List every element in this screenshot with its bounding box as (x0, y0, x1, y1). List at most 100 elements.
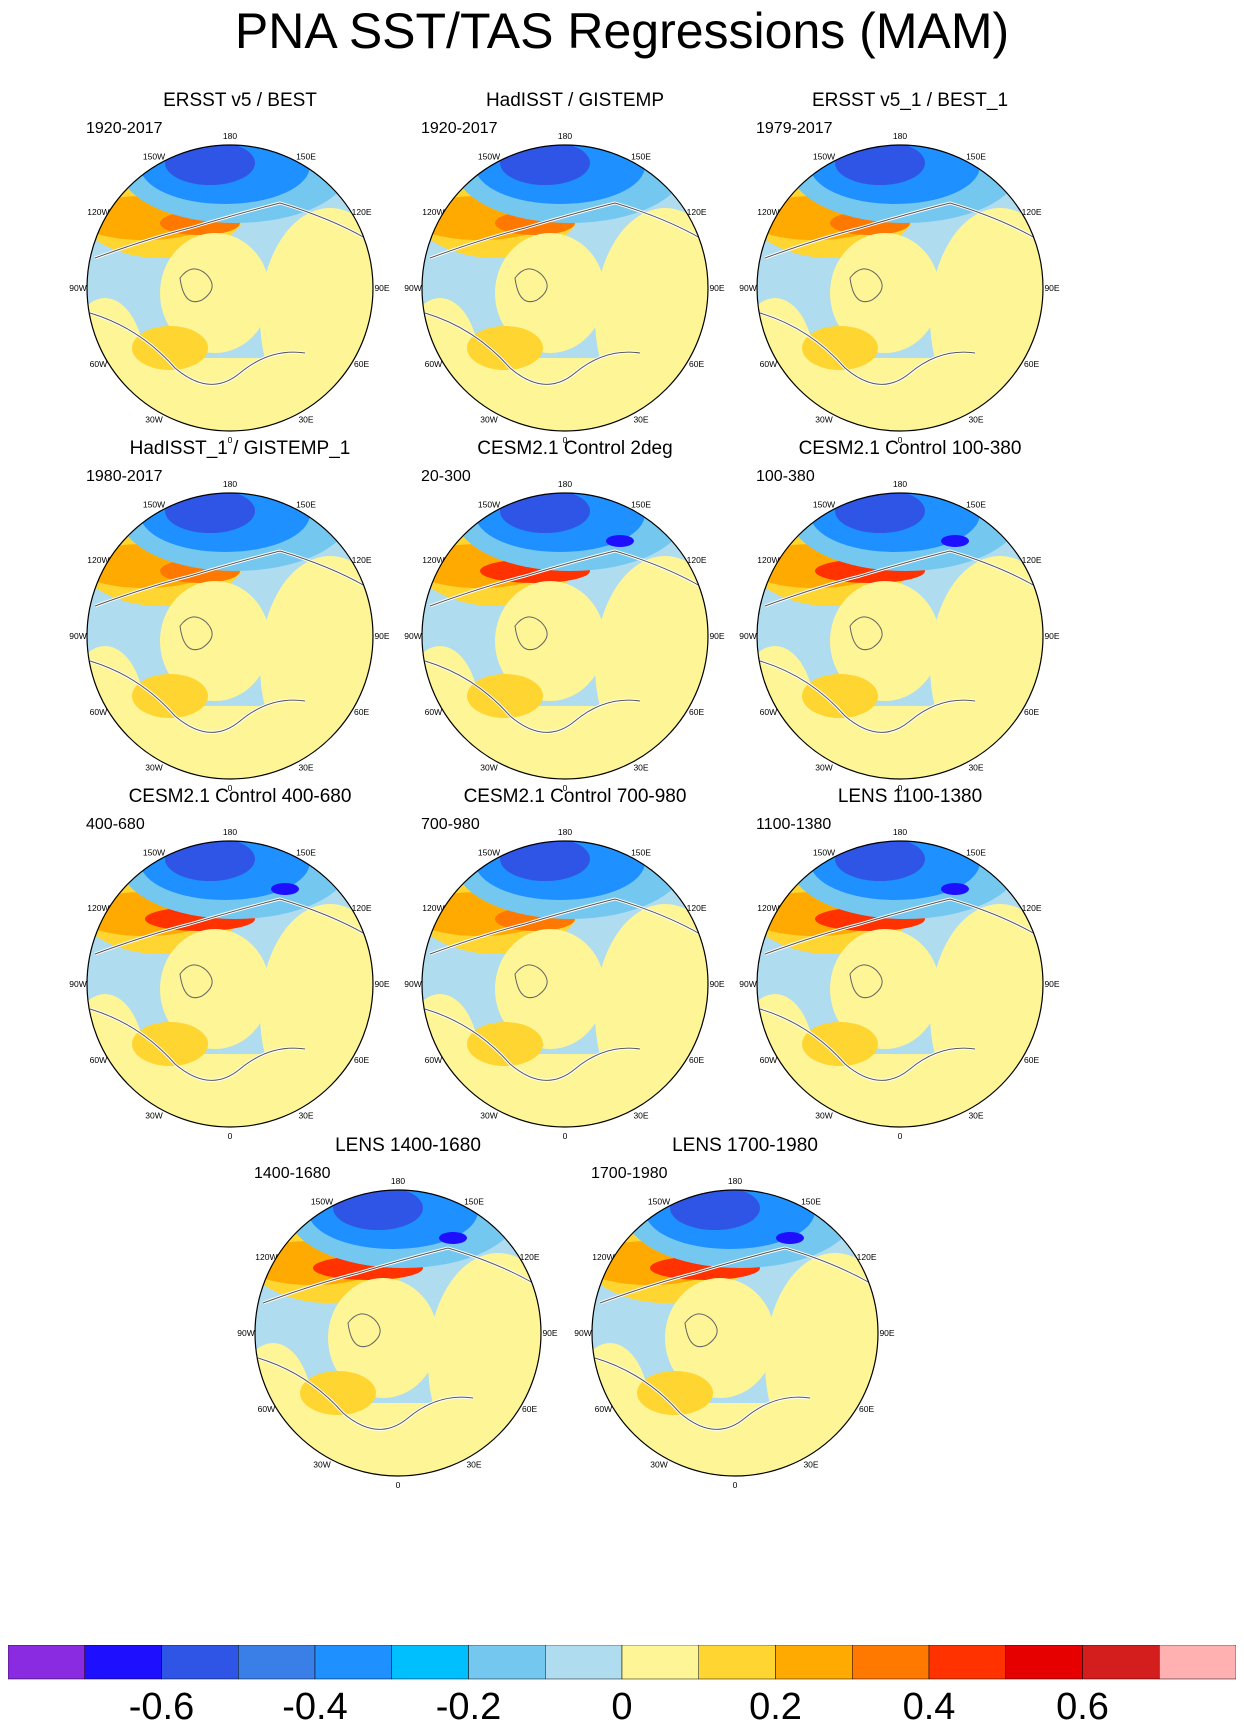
longitude-label: 120E (687, 207, 707, 217)
longitude-label: 120E (857, 1252, 877, 1262)
field-arctic (830, 233, 940, 353)
longitude-label: 180 (223, 827, 237, 837)
field-eurasia-warm (260, 556, 373, 776)
field-eurasia-warm (260, 208, 373, 428)
longitude-label: 120W (87, 207, 109, 217)
longitude-label: 120W (255, 1252, 277, 1262)
panel-title: ERSST v5_1 / BEST_1 (811, 90, 1009, 111)
island-outline (179, 616, 213, 651)
longitude-label: 150W (648, 1196, 670, 1206)
map-border (421, 840, 709, 1128)
longitude-label: 30E (298, 763, 313, 773)
field-neg-extreme (606, 535, 634, 547)
longitude-label: 90W (739, 283, 756, 293)
longitude-label: 120W (757, 555, 779, 565)
longitude-label: 120E (1022, 903, 1042, 913)
coastline-outline (262, 1247, 534, 1304)
longitude-label: 90E (374, 283, 389, 293)
map-border (86, 492, 374, 780)
longitude-label: 150W (311, 1196, 333, 1206)
longitude-label: 30E (633, 763, 648, 773)
longitude-label: 180 (893, 827, 907, 837)
colorbar-tick-label: 0.6 (1056, 1686, 1109, 1728)
longitude-label: 120W (592, 1252, 614, 1262)
field-neg-core (333, 1190, 423, 1230)
field-labrador (132, 1022, 208, 1066)
map-border (591, 1189, 879, 1477)
longitude-label: 120W (87, 903, 109, 913)
longitude-label: 30W (145, 415, 162, 425)
map-border (254, 1189, 542, 1477)
field-labrador (132, 326, 208, 370)
longitude-label: 180 (728, 1176, 742, 1186)
longitude-label: 30W (480, 763, 497, 773)
longitude-label: 30E (466, 1460, 481, 1470)
coastline-outline (594, 1357, 811, 1430)
longitude-label: 150E (464, 1196, 484, 1206)
coastline-outline (599, 1247, 871, 1304)
longitude-label: 0 (733, 1480, 738, 1490)
map-panel: LENS 1700-1980 1700-1980 180 150E 120E 90E 60E… (574, 1135, 915, 1505)
colorbar-box (161, 1644, 239, 1680)
longitude-label: 150W (813, 499, 835, 509)
field-labrador (467, 674, 543, 718)
longitude-label: 30W (480, 1111, 497, 1121)
longitude-label: 150E (966, 151, 986, 161)
island-outline (514, 964, 548, 999)
panel-period: 1979-2017 (756, 120, 833, 137)
colorbar-tick-label: 0 (611, 1686, 633, 1728)
longitude-label: 60E (1024, 1055, 1039, 1065)
longitude-label: 120W (87, 555, 109, 565)
longitude-label: 0 (396, 1480, 401, 1490)
field-neg-extreme (941, 535, 969, 547)
field-neg-extreme (776, 1232, 804, 1244)
longitude-label: 180 (223, 131, 237, 141)
colorbar-box (852, 1644, 930, 1680)
longitude-label: 60W (760, 359, 777, 369)
panel-title: LENS 1400-1680 (335, 1135, 481, 1156)
longitude-label: 90E (1044, 979, 1059, 989)
longitude-label: 150W (478, 499, 500, 509)
longitude-label: 60W (760, 707, 777, 717)
longitude-label: 90W (404, 631, 421, 641)
field-eurasia-warm (428, 1253, 541, 1473)
field-labrador (467, 1022, 543, 1066)
longitude-label: 120W (757, 207, 779, 217)
map-border (86, 144, 374, 432)
panel-period: 1100-1380 (756, 816, 832, 833)
longitude-label: 150E (966, 847, 986, 857)
longitude-label: 120W (757, 903, 779, 913)
longitude-label: 30E (298, 415, 313, 425)
longitude-label: 60W (90, 359, 107, 369)
coastline-outline (94, 550, 366, 607)
panel-title: HadISST / GISTEMP (485, 90, 665, 111)
map-border (756, 144, 1044, 432)
field-neg-core (165, 841, 255, 881)
colorbar-tick-label: -0.6 (128, 1686, 195, 1728)
field-neg-core (165, 145, 255, 185)
polar-map: 180 150E 120E 90E 60E 30E 0 30W 60W 90W 120W 150W (739, 131, 1060, 445)
longitude-label: 30W (313, 1460, 330, 1470)
field-labrador (802, 326, 878, 370)
longitude-label: 180 (223, 479, 237, 489)
island-outline (179, 268, 213, 303)
polar-map: 180 150E 120E 90E 60E 30E 0 30W 60W 90W 120W 150W (69, 827, 390, 1141)
longitude-label: 60W (425, 707, 442, 717)
longitude-label: 150W (143, 499, 165, 509)
longitude-label: 150E (296, 847, 316, 857)
longitude-label: 0 (228, 435, 233, 445)
longitude-label: 60W (90, 1055, 107, 1065)
colorbar-box (698, 1644, 776, 1680)
field-arctic (495, 581, 605, 701)
field-arctic (160, 581, 270, 701)
polar-map: 180 150E 120E 90E 60E 30E 0 30W 60W 90W 120W 150W (404, 479, 725, 793)
longitude-label: 30W (815, 415, 832, 425)
coastline-outline (94, 898, 366, 955)
longitude-label: 180 (893, 479, 907, 489)
longitude-label: 90W (237, 1328, 254, 1338)
longitude-label: 30E (633, 1111, 648, 1121)
longitude-label: 90E (374, 979, 389, 989)
field-eurasia-warm (765, 1253, 878, 1473)
longitude-label: 30E (968, 763, 983, 773)
longitude-label: 30W (815, 763, 832, 773)
